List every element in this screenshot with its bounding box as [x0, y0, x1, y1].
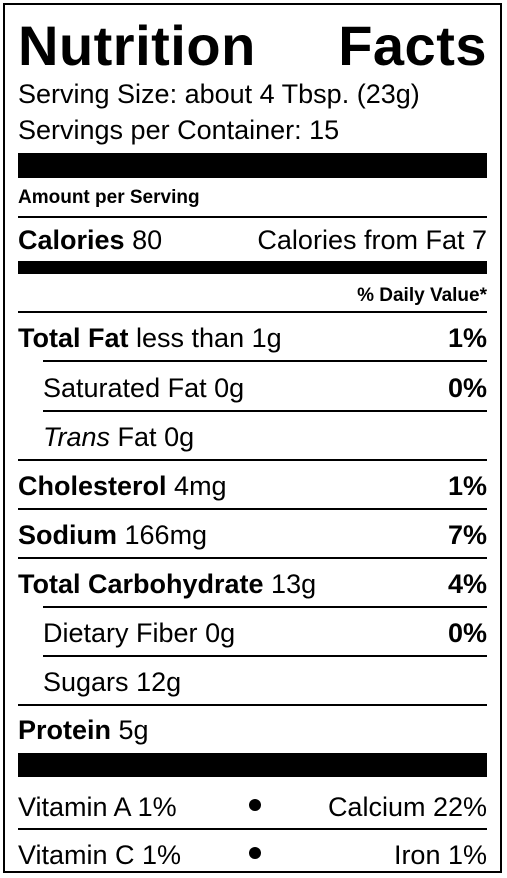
nutrient-name: Saturated Fat — [43, 373, 207, 403]
title-word-facts: Facts — [338, 14, 487, 77]
calories-row: Calories 80 Calories from Fat 7 — [18, 215, 487, 261]
nutrient-name: Total Fat — [18, 323, 129, 353]
nutrient-amount: 0g — [205, 618, 236, 648]
divider-row — [18, 459, 487, 461]
nutrient-amount: 166mg — [124, 520, 208, 550]
nutrient-name: Sodium — [18, 520, 117, 550]
nutrient-amount: 12g — [136, 667, 182, 697]
nutrient-row-total-carbohydrate: Total Carbohydrate 13g 4% — [18, 559, 487, 605]
daily-value-header: % Daily Value* — [357, 285, 487, 306]
nutrient-dv: 0% — [447, 618, 487, 648]
nutrient-row-cholesterol: Cholesterol 4mg 1% — [18, 461, 487, 507]
nutrient-row-saturated-fat: Saturated Fat 0g 0% — [18, 363, 487, 409]
servings-per-container: Servings per Container: 15 — [18, 115, 340, 145]
vitamin-left: Vitamin A 1% — [18, 792, 177, 822]
nutrient-row-sodium: Sodium 166mg 7% — [18, 510, 487, 556]
nutrient-dv: 0% — [447, 373, 487, 403]
nutrient-row-dietary-fiber: Dietary Fiber 0g 0% — [18, 608, 487, 654]
nutrient-dv: 1% — [447, 323, 487, 353]
nutrient-row-total-fat: Total Fat less than 1g 1% — [18, 313, 487, 359]
amount-per-serving: Amount per Serving — [18, 187, 200, 208]
divider-row — [43, 606, 487, 608]
serving-size: Serving Size: about 4 Tbsp. (23g) — [18, 79, 420, 109]
nutrient-name: Trans — [43, 422, 111, 452]
nutrient-amount: less than 1g — [136, 323, 282, 353]
divider-row — [43, 655, 487, 657]
title-word-nutrition: Nutrition — [18, 14, 256, 77]
vitamin-row-2: Vitamin C 1% Iron 1% — [18, 829, 487, 875]
nutrient-amount: 0g — [164, 422, 195, 452]
nutrient-name: Protein — [18, 715, 112, 745]
vitamin-left: Vitamin C 1% — [18, 840, 182, 870]
nutrient-amount: 5g — [118, 715, 149, 745]
divider-row — [18, 557, 487, 559]
thick-divider-vitamins — [18, 753, 487, 777]
divider-row — [18, 508, 487, 510]
vitamin-right: Iron 1% — [393, 840, 487, 870]
calories-from-fat: Calories from Fat 7 — [257, 225, 487, 255]
nutrient-amount: 0g — [214, 373, 245, 403]
nutrient-name: Total Carbohydrate — [18, 569, 264, 599]
nutrient-dv: 1% — [447, 471, 487, 501]
nutrient-name-suffix: Fat — [117, 422, 157, 452]
nutrient-name: Dietary Fiber — [43, 618, 198, 648]
nutrient-name: Sugars — [43, 667, 129, 697]
vitamin-right: Calcium 22% — [327, 792, 487, 822]
thick-divider-calories — [18, 261, 487, 274]
nutrient-row-sugars: Sugars 12g — [18, 657, 487, 703]
divider-amount — [18, 216, 487, 218]
divider-dv — [18, 311, 487, 313]
divider-vitamin — [18, 828, 487, 830]
thick-divider-top — [18, 153, 487, 178]
nutrient-amount: 13g — [271, 569, 317, 599]
divider-row — [18, 704, 487, 706]
nutrient-dv: 7% — [447, 520, 487, 550]
divider-row — [43, 360, 487, 362]
nutrient-row-trans-fat: Trans Fat 0g — [18, 412, 487, 458]
vitamin-row-1: Vitamin A 1% Calcium 22% — [18, 781, 487, 827]
nutrient-name: Cholesterol — [18, 471, 167, 501]
calories-label: Calories — [18, 225, 125, 255]
nutrient-row-protein: Protein 5g — [18, 705, 487, 751]
calories-value: 80 — [132, 225, 163, 255]
nutrient-dv: 4% — [447, 569, 487, 599]
bullet-icon — [248, 799, 261, 811]
nutrient-amount: 4mg — [174, 471, 227, 501]
bullet-icon — [248, 847, 261, 859]
divider-row — [43, 410, 487, 412]
nutrition-label: Nutrition Facts Serving Size: about 4 Tb… — [3, 3, 502, 873]
